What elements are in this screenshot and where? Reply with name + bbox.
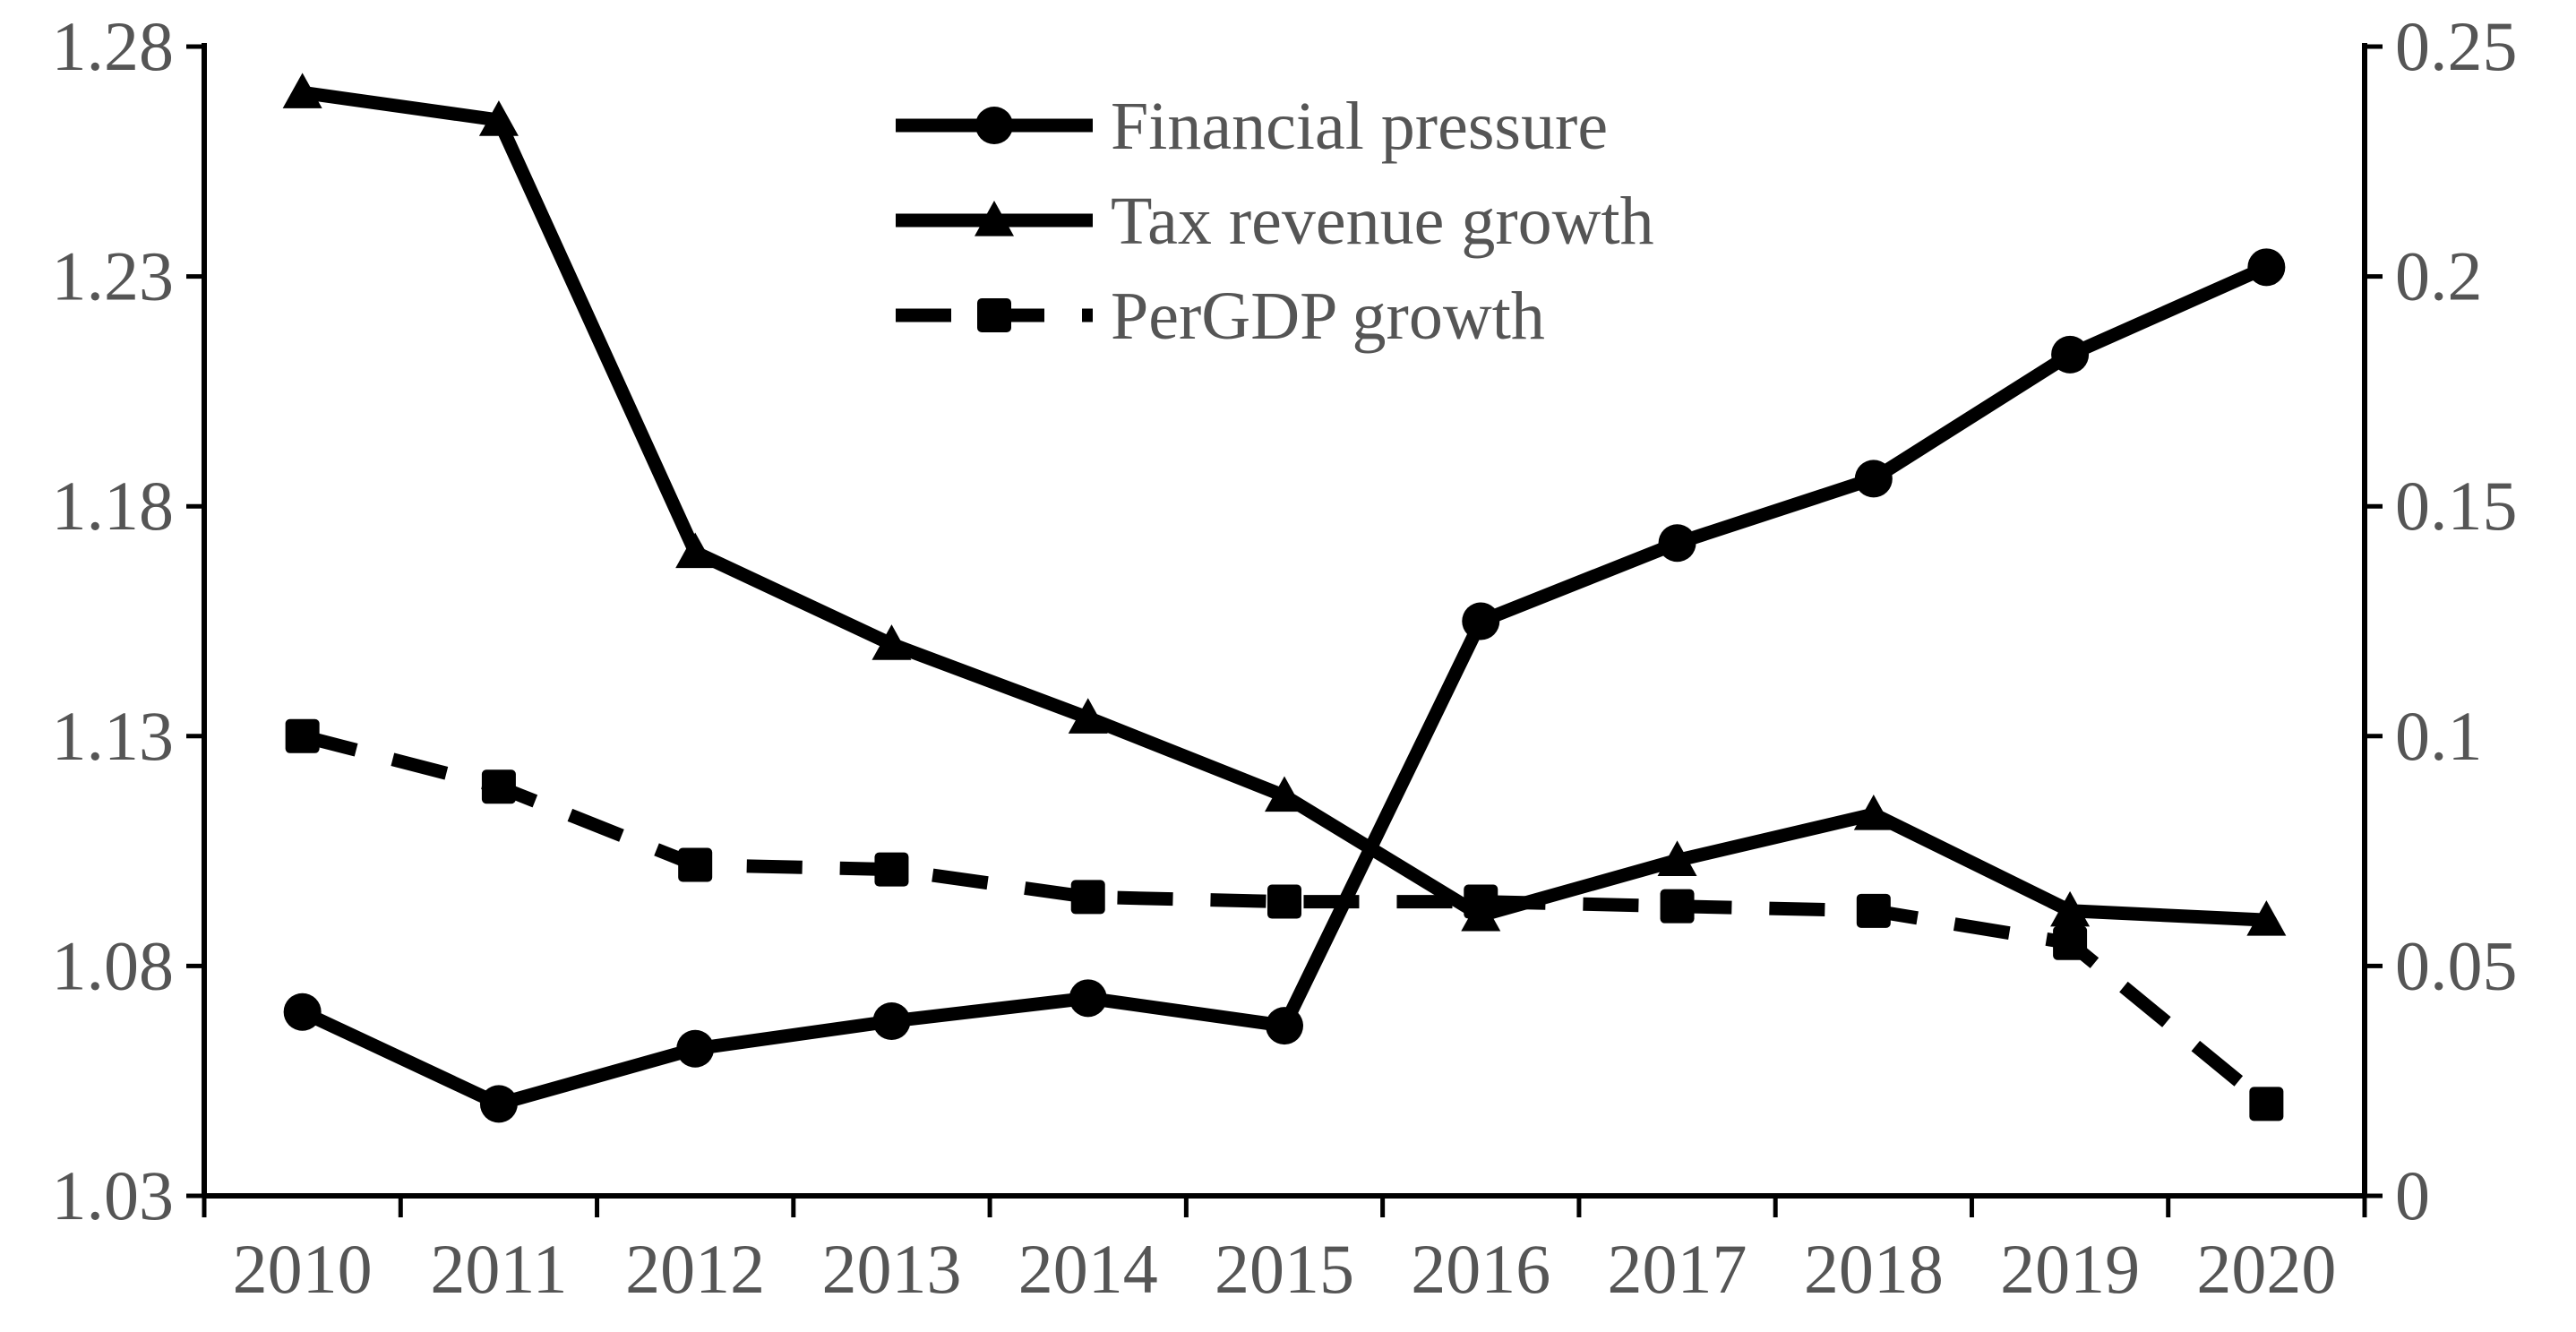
data-point bbox=[282, 73, 322, 108]
data-point bbox=[2249, 1087, 2284, 1121]
series-pergdp-growth bbox=[285, 718, 2284, 1121]
data-point bbox=[2050, 890, 2091, 927]
right-y-tick-label: 0.15 bbox=[2395, 467, 2518, 545]
series-financial-pressure bbox=[283, 248, 2286, 1123]
data-point bbox=[1657, 840, 1697, 876]
data-point bbox=[1660, 889, 1695, 924]
legend-entry: Financial pressure bbox=[896, 89, 1608, 164]
left-y-tick-label: 1.08 bbox=[52, 926, 175, 1004]
data-point bbox=[1854, 460, 1893, 498]
legend-marker bbox=[977, 298, 1011, 332]
data-point bbox=[1462, 602, 1500, 640]
data-point bbox=[283, 993, 322, 1031]
right-y-tick-label: 0.25 bbox=[2395, 7, 2518, 85]
data-point bbox=[675, 532, 716, 569]
data-point bbox=[479, 1085, 518, 1123]
data-point bbox=[1266, 1007, 1303, 1045]
data-point bbox=[1267, 884, 1301, 919]
legend-marker bbox=[975, 201, 1014, 236]
data-point bbox=[478, 100, 519, 136]
legend-entry: Tax revenue growth bbox=[896, 184, 1654, 259]
left-y-tick-label: 1.28 bbox=[52, 7, 175, 85]
data-point bbox=[678, 847, 713, 882]
left-y-tick-label: 1.03 bbox=[52, 1156, 175, 1234]
x-tick-label: 2019 bbox=[2000, 1230, 2140, 1308]
data-point bbox=[1464, 884, 1498, 919]
x-tick-label: 2014 bbox=[1018, 1230, 1158, 1308]
x-tick-label: 2011 bbox=[430, 1230, 567, 1308]
data-point bbox=[872, 624, 912, 660]
data-point bbox=[1265, 776, 1304, 812]
left-y-tick-label: 1.23 bbox=[52, 237, 175, 315]
data-point bbox=[1069, 979, 1107, 1018]
x-tick-label: 2016 bbox=[1411, 1230, 1550, 1308]
data-point bbox=[1070, 880, 1105, 915]
data-point bbox=[481, 769, 516, 804]
legend-label: PerGDP growth bbox=[1111, 279, 1545, 354]
legend-entry: PerGDP growth bbox=[896, 279, 1545, 354]
data-point bbox=[2246, 900, 2287, 936]
x-tick-label: 2013 bbox=[821, 1230, 961, 1308]
right-y-tick-label: 0.2 bbox=[2395, 237, 2483, 315]
data-point bbox=[874, 852, 909, 887]
series-line bbox=[299, 261, 2270, 1111]
data-point bbox=[2247, 248, 2286, 287]
data-point bbox=[285, 718, 320, 753]
data-point bbox=[1658, 524, 1696, 563]
legend: Financial pressure Tax revenue growth PerG… bbox=[896, 89, 1654, 354]
x-tick-label: 2012 bbox=[625, 1230, 765, 1308]
x-tick-label: 2015 bbox=[1215, 1230, 1354, 1308]
left-y-tick-label: 1.13 bbox=[52, 697, 175, 775]
series-group bbox=[282, 73, 2287, 1123]
x-tick-label: 2017 bbox=[1608, 1230, 1747, 1308]
axes bbox=[202, 43, 2367, 1199]
x-tick-label: 2010 bbox=[233, 1230, 373, 1308]
data-point bbox=[1856, 893, 1891, 928]
data-point bbox=[2053, 925, 2088, 960]
data-point bbox=[1068, 698, 1108, 734]
right-y-tick-label: 0.05 bbox=[2395, 926, 2518, 1004]
x-tick-label: 2018 bbox=[1804, 1230, 1944, 1308]
tick-labels: 1.03 1.08 1.13 1.18 1.23 1.28 0 0.05 0.1 0.15 0.2 0… bbox=[52, 7, 2518, 1308]
tick-marks bbox=[186, 44, 2383, 1217]
legend-marker bbox=[975, 107, 1013, 144]
right-y-tick-label: 0.1 bbox=[2395, 697, 2483, 775]
data-point bbox=[2051, 335, 2090, 374]
left-y-tick-label: 1.18 bbox=[52, 467, 175, 545]
legend-label: Financial pressure bbox=[1111, 89, 1608, 164]
data-point bbox=[676, 1029, 715, 1068]
right-y-tick-label: 0 bbox=[2395, 1156, 2430, 1234]
data-point bbox=[1853, 795, 1893, 830]
x-tick-label: 2020 bbox=[2196, 1230, 2336, 1308]
legend-label: Tax revenue growth bbox=[1111, 184, 1654, 259]
data-point bbox=[872, 1001, 911, 1040]
